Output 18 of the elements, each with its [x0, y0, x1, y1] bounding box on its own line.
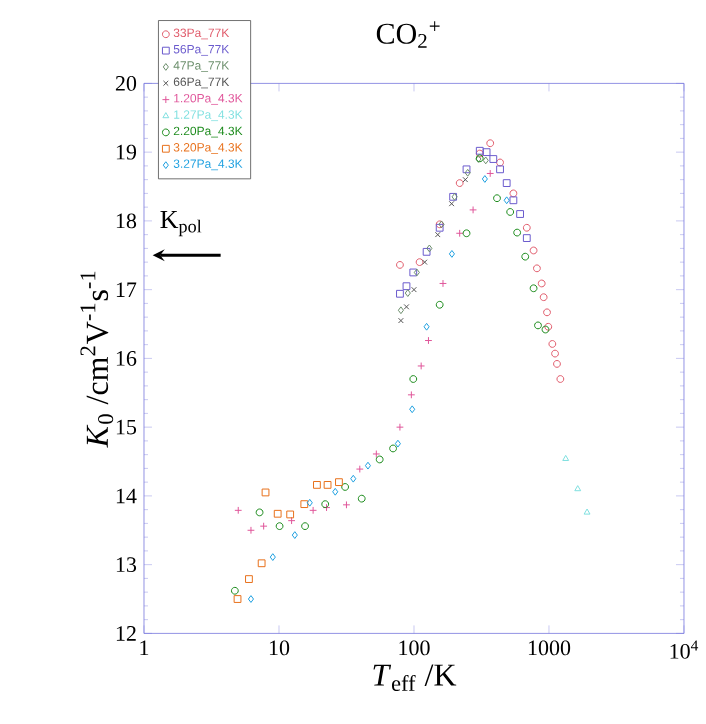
y-tick-label: 20: [115, 75, 137, 91]
x-tick-label: 10: [269, 640, 290, 656]
y-tick-label: 17: [116, 282, 137, 297]
y-tick-label: 19: [116, 144, 137, 160]
y-tick-label: 15: [116, 419, 137, 435]
chart-title: CO$_{2}$+: [376, 21, 440, 48]
y-tick-label: 18: [116, 213, 137, 229]
y-tick-label: 14: [116, 488, 137, 504]
y-tick-label: 12: [116, 626, 136, 641]
y-axis-title: K$_{0}$ /cm$^{2}$V$^{-1}$s$^{-1}$: [80, 271, 114, 448]
y-tick-label: 13: [116, 557, 137, 573]
x-tick-label: 100: [399, 640, 430, 656]
x-tick-label: 1000: [528, 640, 571, 656]
x-tick-label: 1: [140, 640, 149, 655]
annotation: K$_{pol}$: [160, 210, 202, 237]
x-tick-label: 10$^{4}$: [670, 640, 699, 659]
x-axis-title: T$_{eff}$ /K: [373, 664, 457, 691]
y-tick-label: 16: [116, 351, 137, 366]
